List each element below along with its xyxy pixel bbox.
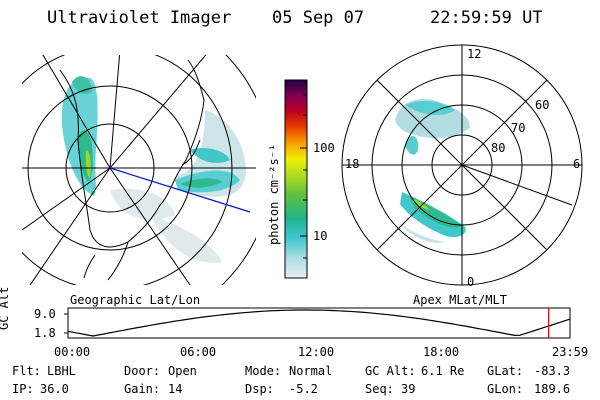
instrument-title: Ultraviolet Imager	[47, 8, 232, 28]
magnetic-map	[341, 44, 583, 286]
door-label: Door:	[124, 364, 161, 378]
altitude-max-label: 9.0	[34, 307, 56, 321]
date-label: 05 Sep 07	[272, 8, 365, 28]
seq-label: Seq:	[365, 382, 394, 396]
dsp-label: Dsp:	[245, 382, 274, 396]
colorbar	[284, 79, 308, 279]
time-tick-1800: 18:00	[423, 345, 460, 359]
seq-value: 39	[401, 382, 416, 396]
ip-value: 36.0	[40, 382, 69, 396]
dsp-value: -5.2	[289, 382, 318, 396]
mode-value: Normal	[289, 364, 333, 378]
colorbar-tick-100: 100	[313, 141, 335, 155]
mlat-label-70: 70	[511, 121, 526, 135]
glon-label: GLon:	[487, 382, 524, 396]
mlt-label-6: 6	[573, 157, 581, 171]
gc-alt-value: 6.1 Re	[421, 364, 465, 378]
altitude-min-label: 1.8	[34, 326, 56, 340]
colorbar-tick-10: 10	[313, 229, 328, 243]
right-map-caption: Apex MLat/MLT	[413, 293, 507, 307]
time-tick-2359: 23:59	[552, 345, 589, 359]
filter-value: LBHL	[47, 364, 76, 378]
mlat-label-60: 60	[535, 98, 550, 112]
altitude-curve	[67, 309, 571, 337]
gain-label: Gain:	[124, 382, 161, 396]
gain-value: 14	[168, 382, 183, 396]
mlat-label-80: 80	[491, 141, 506, 155]
mode-label: Mode:	[245, 364, 282, 378]
colorbar-unit-label: photon cm⁻²s⁻¹	[267, 143, 281, 245]
glon-value: 189.6	[534, 382, 571, 396]
filter-label: Flt:	[12, 364, 41, 378]
mlt-label-18: 18	[345, 157, 360, 171]
altitude-plot	[64, 307, 571, 339]
geographic-map	[22, 55, 256, 285]
altitude-axis-label: GC Alt	[0, 286, 11, 330]
glat-value: -83.3	[534, 364, 571, 378]
mlt-label-0: 0	[467, 275, 475, 289]
gc-alt-label: GC Alt:	[365, 364, 416, 378]
time-tick-0000: 00:00	[54, 345, 91, 359]
time-label: 22:59:59 UT	[430, 8, 543, 28]
door-value: Open	[168, 364, 197, 378]
ip-label: IP:	[12, 382, 34, 396]
mlt-label-12: 12	[467, 47, 482, 61]
left-map-caption: Geographic Lat/Lon	[70, 293, 201, 307]
time-tick-1200: 12:00	[298, 345, 335, 359]
glat-label: GLat:	[487, 364, 524, 378]
time-tick-0600: 06:00	[180, 345, 217, 359]
